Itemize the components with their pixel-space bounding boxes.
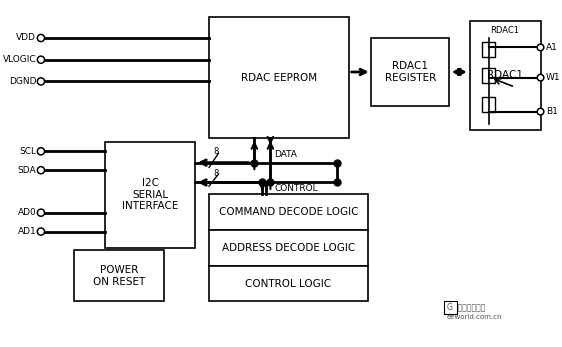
Text: B1: B1 <box>546 107 558 116</box>
Text: RDAC1: RDAC1 <box>487 70 523 80</box>
Text: 8: 8 <box>213 147 219 156</box>
Bar <box>444 301 457 314</box>
Text: CONTROL LOGIC: CONTROL LOGIC <box>245 279 332 288</box>
Circle shape <box>37 228 44 235</box>
Text: CONTROL: CONTROL <box>274 184 318 193</box>
Bar <box>371 38 449 106</box>
Text: ADDRESS DECODE LOGIC: ADDRESS DECODE LOGIC <box>222 243 355 253</box>
Bar <box>482 42 495 57</box>
Text: I2C
SERIAL
INTERFACE: I2C SERIAL INTERFACE <box>122 178 178 211</box>
Bar <box>209 230 368 265</box>
Text: AD1: AD1 <box>17 227 36 236</box>
Text: RDAC1: RDAC1 <box>491 26 520 35</box>
Circle shape <box>537 108 544 115</box>
Circle shape <box>37 34 44 42</box>
Circle shape <box>37 148 44 155</box>
Text: SCL: SCL <box>19 147 36 156</box>
Text: W1: W1 <box>546 73 561 82</box>
Text: DGND: DGND <box>9 77 36 86</box>
Text: AD0: AD0 <box>17 208 36 217</box>
Text: COMMAND DECODE LOGIC: COMMAND DECODE LOGIC <box>219 207 358 217</box>
Bar <box>470 21 541 129</box>
Circle shape <box>37 167 44 174</box>
Circle shape <box>537 74 544 81</box>
Circle shape <box>37 209 44 216</box>
Bar <box>74 251 164 302</box>
Text: G  电子工程世界: G 电子工程世界 <box>447 303 486 312</box>
Bar <box>105 142 195 248</box>
Bar <box>482 68 495 83</box>
Text: eeworld.com.cn: eeworld.com.cn <box>447 314 502 320</box>
Text: VDD: VDD <box>16 34 36 42</box>
Bar <box>482 96 495 112</box>
Bar <box>209 194 368 230</box>
Text: DATA: DATA <box>274 150 297 159</box>
Circle shape <box>37 78 44 85</box>
Circle shape <box>537 44 544 51</box>
Bar <box>209 265 368 302</box>
Text: RDAC EEPROM: RDAC EEPROM <box>241 73 317 83</box>
Text: SDA: SDA <box>17 166 36 175</box>
Text: 8: 8 <box>213 169 219 178</box>
Text: A1: A1 <box>546 43 558 52</box>
Text: POWER
ON RESET: POWER ON RESET <box>93 265 145 287</box>
Circle shape <box>37 56 44 63</box>
Bar <box>209 17 349 138</box>
Text: VLOGIC: VLOGIC <box>3 55 36 64</box>
Text: RDAC1
REGISTER: RDAC1 REGISTER <box>384 61 436 83</box>
